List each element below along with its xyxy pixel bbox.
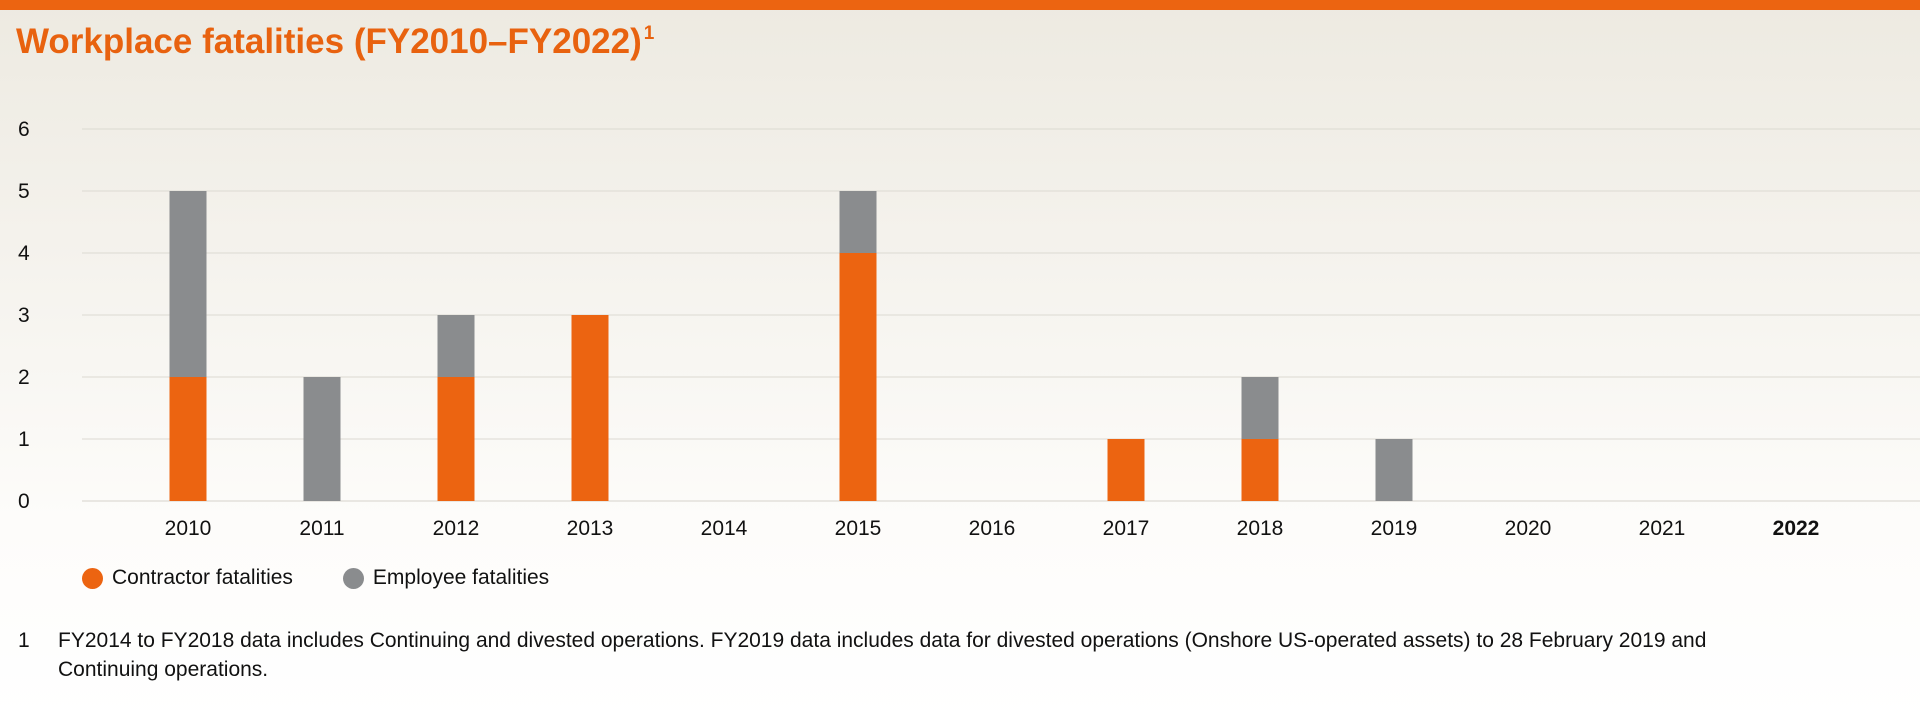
bar-contractor xyxy=(1107,439,1145,501)
x-tick-label: 2016 xyxy=(969,517,1016,540)
bar-employee xyxy=(1241,377,1279,439)
stacked-bar-chart: 0 1 2 3 4 5 6 2010 2011 2012 2013 2014 2015 2016 2017 2… xyxy=(18,118,1920,540)
chart-legend: Contractor fatalities Employee fatalitie… xyxy=(82,566,599,590)
x-tick-label: 2017 xyxy=(1103,517,1150,540)
y-tick-label: 0 xyxy=(18,490,30,513)
y-tick-label: 5 xyxy=(18,180,30,203)
y-tick-label: 6 xyxy=(18,118,30,141)
bar-contractor xyxy=(437,377,475,501)
title-footnote-mark: 1 xyxy=(643,23,655,44)
x-tick-label: 2019 xyxy=(1371,517,1418,540)
bar-employee xyxy=(303,377,341,501)
x-tick-label: 2012 xyxy=(433,517,480,540)
x-tick-label: 2011 xyxy=(299,517,344,540)
chart-title: Workplace fatalities (FY2010–FY2022) 1 xyxy=(16,22,654,62)
chart-title-text: Workplace fatalities (FY2010–FY2022) xyxy=(16,22,642,61)
legend-label-contractor: Contractor fatalities xyxy=(112,566,293,589)
x-tick-label: 2015 xyxy=(835,517,882,540)
bar-contractor xyxy=(571,315,609,501)
legend-swatch-employee xyxy=(342,567,364,589)
bar-employee xyxy=(169,191,207,377)
bar-employee xyxy=(437,315,475,377)
legend-item-contractor: Contractor fatalities xyxy=(82,566,293,590)
y-tick-label: 3 xyxy=(18,304,30,327)
y-tick-label: 1 xyxy=(18,428,30,451)
y-tick-label: 2 xyxy=(18,366,30,389)
bar-employee xyxy=(1375,439,1413,501)
x-tick-label: 2021 xyxy=(1639,517,1686,540)
bar-contractor xyxy=(1241,439,1279,501)
x-tick-label: 2014 xyxy=(701,517,748,540)
x-tick-label: 2013 xyxy=(567,517,614,540)
y-tick-label: 4 xyxy=(18,242,30,265)
footnote-mark: 1 xyxy=(18,629,30,652)
bar-employee xyxy=(839,191,877,253)
legend-label-employee: Employee fatalities xyxy=(372,566,550,589)
bar-contractor xyxy=(839,253,877,501)
footnote-text: FY2014 to FY2018 data includes Continuin… xyxy=(58,629,1707,681)
x-tick-label: 2022 xyxy=(1773,517,1820,540)
legend-swatch-contractor xyxy=(82,567,103,589)
x-tick-label: 2020 xyxy=(1505,517,1552,540)
x-tick-label: 2018 xyxy=(1237,517,1284,540)
footnote: 1 FY2014 to FY2018 data includes Continu… xyxy=(18,626,1878,684)
x-tick-label: 2010 xyxy=(165,517,212,540)
bar-contractor xyxy=(169,377,207,501)
top-accent-bar xyxy=(0,0,1920,10)
legend-item-employee: Employee fatalities xyxy=(342,566,550,590)
